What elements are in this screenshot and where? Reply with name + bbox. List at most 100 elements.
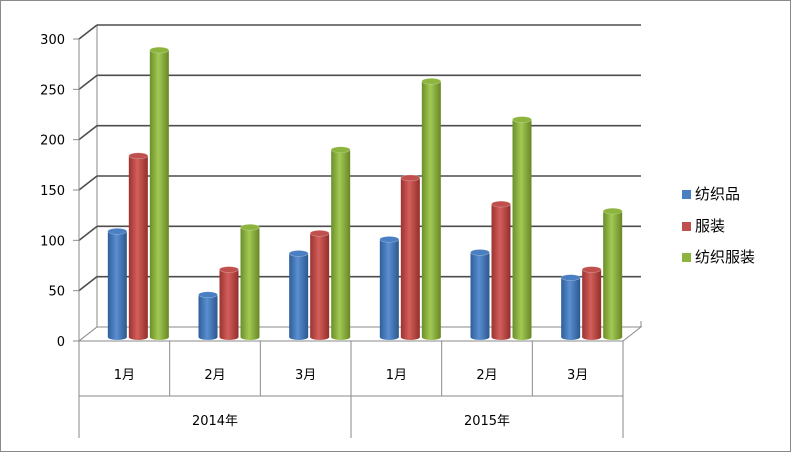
bar-top (470, 249, 490, 256)
bar-top (198, 291, 218, 299)
bar-body (240, 227, 260, 337)
y-tick-label: 250 (40, 83, 65, 98)
bar-body (219, 269, 239, 337)
bar-body (289, 253, 309, 337)
legend-item: 服装 (682, 217, 725, 235)
bar-body (379, 239, 399, 337)
bar-base (379, 334, 399, 340)
legend-label: 纺织服装 (695, 248, 755, 266)
gridline-depth (78, 276, 98, 292)
bar (421, 77, 442, 340)
bar (470, 249, 490, 340)
bar (288, 250, 309, 340)
bar (560, 274, 581, 340)
bar-body (491, 204, 511, 337)
legend-swatch (682, 190, 691, 199)
bar (149, 46, 170, 340)
bar (107, 227, 128, 340)
gridlines (73, 24, 641, 342)
bar-top (421, 77, 442, 85)
legend-swatch (682, 253, 691, 262)
y-tick-label: 200 (40, 134, 65, 149)
y-tick-label: 100 (40, 234, 65, 249)
legend-swatch (682, 222, 691, 231)
bar-base (289, 334, 309, 340)
bar-body (421, 81, 441, 337)
bar-body (331, 149, 351, 337)
bars (107, 46, 623, 340)
bar (198, 291, 218, 340)
bar-top (330, 146, 351, 154)
gridline-depth (78, 225, 98, 241)
bar-body (310, 233, 330, 337)
bar-base (107, 334, 127, 340)
bar (400, 174, 421, 340)
bar (219, 266, 239, 340)
gridline-depth (78, 74, 98, 90)
bar-top (288, 250, 309, 257)
bar (128, 152, 149, 340)
bar (309, 230, 330, 340)
bar (602, 207, 623, 340)
legend-label: 服装 (695, 217, 725, 235)
bar-body (107, 231, 127, 337)
bar (512, 116, 532, 340)
bar-body (400, 177, 420, 337)
y-tick-label: 0 (57, 335, 65, 350)
category-label: 3月 (567, 368, 588, 383)
bar-top (602, 207, 623, 215)
bar-top (512, 116, 532, 123)
bar-base (331, 334, 351, 340)
bar-body (561, 277, 581, 337)
bar-body (149, 50, 169, 337)
bar-top (149, 46, 170, 54)
bar-base (603, 334, 623, 340)
category-label: 2月 (204, 368, 225, 383)
category-label: 1月 (114, 368, 135, 383)
bar-body (128, 155, 148, 337)
bar-base (219, 334, 239, 340)
y-tick-label: 300 (40, 33, 65, 48)
bar-top (107, 227, 128, 235)
group-label: 2014年 (192, 414, 238, 429)
bar-base (198, 334, 218, 340)
bar (240, 223, 260, 340)
gridline-depth (78, 24, 98, 40)
bar-top (128, 152, 149, 160)
y-tick-label: 150 (40, 184, 65, 199)
legend-label: 纺织品 (695, 185, 740, 203)
bar-base (310, 334, 330, 340)
bar-base (400, 334, 420, 340)
bar (491, 200, 511, 340)
bar (330, 146, 351, 340)
bar-top (309, 230, 330, 237)
group-label: 2015年 (464, 414, 510, 429)
bar-top (581, 266, 602, 273)
y-tick-label: 50 (48, 285, 65, 300)
bar-top (560, 274, 581, 281)
bar-top (379, 236, 400, 243)
bar (581, 266, 602, 340)
bar-body (470, 252, 490, 337)
bar-body (512, 119, 532, 338)
category-axis: 1月 2月 3月 1月 2月 3月 2014年 2015年 (78, 341, 624, 438)
bar-top (400, 174, 421, 182)
legend-item: 纺织品 (682, 185, 740, 203)
bar-top (491, 200, 511, 208)
bar-base (512, 334, 532, 340)
gridline-depth (78, 125, 98, 141)
bar-base (149, 334, 169, 340)
category-label: 1月 (386, 368, 407, 383)
category-label: 2月 (476, 368, 497, 383)
bar-base (240, 334, 260, 340)
legend-item: 纺织服装 (682, 248, 755, 266)
bar (379, 236, 400, 340)
bar-top (219, 266, 239, 273)
bar-base (470, 334, 490, 340)
y-axis: 0 50 100 150 200 250 300 (40, 33, 65, 350)
bar-base (561, 334, 581, 340)
bar-body (582, 269, 602, 337)
